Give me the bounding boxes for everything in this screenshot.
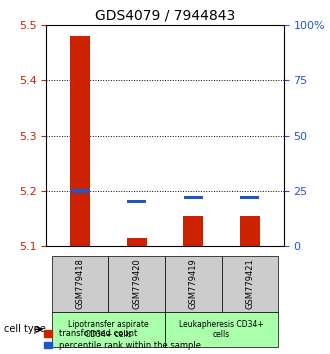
FancyBboxPatch shape (52, 312, 165, 347)
Bar (127, 238, 147, 246)
Text: GSM779418: GSM779418 (76, 258, 84, 309)
Bar (184, 196, 203, 199)
Text: Lipotransfer aspirate
CD34+ cells: Lipotransfer aspirate CD34+ cells (68, 320, 149, 339)
FancyBboxPatch shape (109, 256, 165, 312)
FancyBboxPatch shape (165, 256, 221, 312)
Legend: transformed count, percentile rank within the sample: transformed count, percentile rank withi… (44, 329, 201, 350)
Text: Leukapheresis CD34+
cells: Leukapheresis CD34+ cells (179, 320, 264, 339)
Bar (240, 216, 260, 246)
Bar (127, 200, 146, 203)
Text: GSM779420: GSM779420 (132, 259, 141, 309)
Title: GDS4079 / 7944843: GDS4079 / 7944843 (95, 8, 235, 22)
FancyBboxPatch shape (165, 312, 278, 347)
Text: GSM779421: GSM779421 (246, 259, 254, 309)
Bar (70, 36, 90, 246)
Bar (183, 216, 203, 246)
FancyBboxPatch shape (221, 256, 278, 312)
Bar (71, 189, 89, 193)
Bar (241, 196, 259, 199)
Text: cell type: cell type (4, 324, 46, 334)
FancyBboxPatch shape (52, 256, 109, 312)
Text: GSM779419: GSM779419 (189, 259, 198, 309)
